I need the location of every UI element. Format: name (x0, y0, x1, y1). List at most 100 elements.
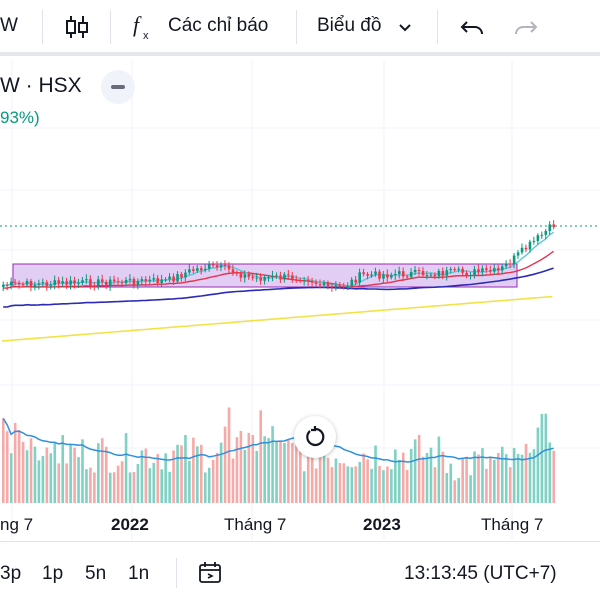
candle-body (489, 270, 492, 272)
volume-bar (215, 452, 219, 503)
volume-bar (207, 467, 211, 503)
svg-text:x: x (143, 30, 149, 42)
candle-body (433, 274, 437, 277)
volume-bar (378, 465, 381, 503)
clock-timezone[interactable]: 13:13:45 (UTC+7) (404, 563, 557, 584)
time-axis-label: Tháng 7 (481, 515, 544, 534)
volume-bar (544, 413, 548, 503)
candle-body (401, 271, 405, 277)
volume-bar (346, 466, 350, 503)
volume-bar (235, 437, 239, 503)
candle-body (112, 279, 116, 282)
chart-type-button[interactable]: Biểu đồ (317, 15, 382, 36)
interval-button[interactable]: 1p (42, 563, 64, 584)
candle-body (104, 281, 108, 286)
volume-bar (247, 432, 251, 503)
bottom-divider (176, 558, 177, 588)
candle-body (437, 270, 441, 277)
date-range-icon[interactable] (198, 561, 224, 585)
candle-body (247, 274, 251, 277)
candle-body (45, 282, 49, 287)
volume-bar (176, 444, 179, 503)
interval-button[interactable]: 1n (128, 563, 150, 584)
volume-bar (120, 461, 124, 503)
candle-body (374, 271, 377, 275)
volume-bar (160, 469, 163, 503)
legend-symbol[interactable]: W · HSX (0, 74, 82, 97)
volume-bar (508, 467, 512, 503)
symbol-search-button[interactable]: W (0, 15, 18, 36)
volume-bar (45, 447, 49, 503)
toolbar-divider (42, 10, 43, 44)
volume-bar (275, 441, 278, 503)
candle-body (540, 234, 544, 236)
candlestick-icon[interactable] (63, 12, 91, 42)
candle-body (449, 269, 453, 271)
candle-body (227, 265, 231, 270)
volume-bar (314, 468, 318, 503)
candle-body (203, 268, 207, 271)
candle-body (231, 269, 235, 273)
candle-body (29, 280, 33, 288)
candle-body (81, 280, 84, 283)
volume-bar (41, 455, 45, 503)
candle-body (77, 282, 80, 284)
volume-bar (263, 436, 266, 503)
redo-icon[interactable] (512, 12, 540, 42)
volume-bar (461, 457, 464, 503)
candle-body (211, 264, 215, 266)
interval-button[interactable]: 5n (85, 563, 107, 584)
candle-body (532, 240, 536, 242)
candle-body (477, 269, 480, 273)
volume-bar (140, 450, 144, 503)
volume-bar (200, 444, 203, 503)
volume-bar (299, 449, 302, 503)
volume-bar (164, 453, 167, 503)
chevron-down-icon[interactable] (395, 17, 415, 37)
candle-body (386, 274, 389, 278)
volume-bar (330, 467, 334, 503)
ma-slow-line (3, 267, 554, 308)
candle-body (497, 268, 500, 271)
price-chart[interactable] (0, 58, 600, 543)
candle-body (65, 281, 68, 285)
candle-body (200, 268, 203, 271)
undo-icon[interactable] (458, 12, 486, 42)
volume-bar (33, 446, 37, 503)
candle-body (512, 255, 516, 265)
volume-bar (520, 454, 524, 503)
candle-body (69, 280, 72, 285)
candle-body (160, 279, 163, 283)
volume-bar (306, 441, 310, 503)
candle-body (215, 265, 219, 268)
volume-bar (89, 467, 92, 503)
interval-button[interactable]: 3p (0, 563, 22, 584)
volume-bar (417, 434, 421, 503)
candle-body (5, 284, 9, 286)
volume-bar (116, 465, 120, 503)
volume-bar (239, 430, 243, 503)
indicators-button[interactable]: Các chỉ báo (168, 15, 269, 36)
candle-body (156, 278, 160, 283)
candle-body (13, 281, 17, 283)
volume-bar (65, 463, 68, 503)
function-icon[interactable]: f x (131, 12, 157, 42)
candle-body (9, 281, 13, 286)
ma-long-line (1, 295, 553, 342)
volume-bar (136, 463, 140, 503)
volume-bar (5, 431, 9, 503)
volume-bar (97, 443, 100, 503)
volume-bar (493, 459, 496, 503)
volume-bar (449, 463, 453, 503)
volume-bar (524, 443, 528, 503)
reset-chart-button[interactable] (294, 416, 336, 458)
svg-text:f: f (133, 12, 142, 37)
volume-bar (485, 468, 488, 503)
candle-body (17, 282, 21, 285)
volume-bar (532, 449, 536, 503)
legend-collapse-button[interactable] (101, 70, 135, 104)
candle-body (429, 274, 433, 276)
volume-bar (196, 446, 199, 503)
candle-body (101, 279, 104, 282)
candle-body (124, 279, 128, 284)
